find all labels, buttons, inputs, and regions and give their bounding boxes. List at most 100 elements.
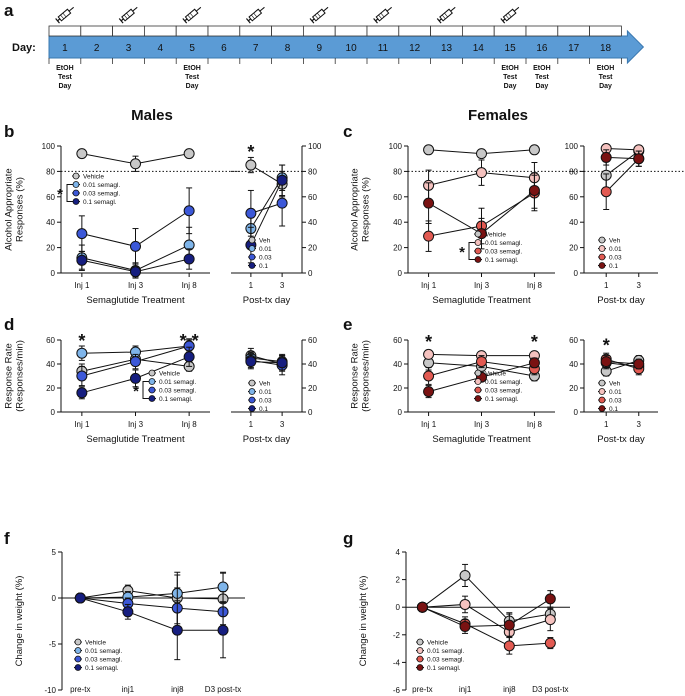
legend-marker <box>148 386 156 394</box>
x-tick-label: Inj 1 <box>74 420 90 429</box>
y-tick-label: 60 <box>46 193 55 202</box>
legend-marker <box>148 395 156 402</box>
legend: Vehicle 0.01 semagl.0.03 semagl. 0.1 semag… <box>459 230 522 264</box>
data-point <box>276 174 288 186</box>
legend-label: 0.03 semagl. <box>83 190 120 197</box>
syringe-needle <box>259 6 265 12</box>
syringe-icon <box>309 6 329 24</box>
y-tick-label: 20 <box>308 244 317 253</box>
panel-letter-e: e <box>343 315 352 334</box>
y-tick-label: 100 <box>565 142 579 151</box>
legend-label: 0.03 semagl. <box>485 248 522 255</box>
significance-bracket <box>66 184 72 202</box>
significance-star: * <box>133 383 139 400</box>
y-tick-label: 60 <box>393 336 402 345</box>
x-tick-label: Inj 8 <box>527 420 543 429</box>
chart-c2: 0 20 40 60 80 100 1 3 Post-tx day Veh 0.010.03 0.1 <box>565 142 685 306</box>
y-tick-label: -6 <box>393 686 401 695</box>
data-point <box>600 151 612 163</box>
y-tick-label: 40 <box>46 360 55 369</box>
syringe-mark <box>317 12 321 18</box>
legend-label: 0.1 <box>609 263 618 270</box>
legend-marker <box>474 256 482 263</box>
series-2 <box>76 338 195 387</box>
y-axis-label: Change in weight (%) <box>358 576 369 667</box>
data-point <box>183 253 195 265</box>
x-axis-label: Post-tx day <box>597 434 645 445</box>
legend-marker <box>598 405 606 412</box>
legend-marker <box>148 378 156 385</box>
y-tick-label: 5 <box>52 548 57 557</box>
x-axis-label: Post-tx day <box>243 295 291 306</box>
timeline-day-cell <box>143 25 177 37</box>
y-tick-label: 80 <box>308 167 317 176</box>
series-line <box>80 597 224 631</box>
timeline-day-cell <box>48 25 82 37</box>
x-tick-label: Inj 3 <box>474 420 490 429</box>
x-tick-label: 3 <box>280 281 285 290</box>
syringe-icon <box>500 6 520 24</box>
legend-marker <box>74 638 82 646</box>
y-tick-label: 60 <box>46 336 55 345</box>
legend-label: 0.01 semagl. <box>485 379 522 386</box>
timeline-day-10: 10 <box>346 43 358 54</box>
syringe-icon <box>436 6 456 24</box>
series-line <box>80 597 224 613</box>
etoh-test-day-label: Day <box>599 83 612 90</box>
legend-label: Veh <box>259 237 271 244</box>
legend-marker <box>248 405 256 412</box>
etoh-test-day-label: EtOH <box>183 65 201 72</box>
series-line <box>422 603 551 633</box>
legend-label: 0.1 semagl. <box>83 199 117 206</box>
y-tick-label: 0 <box>51 269 56 278</box>
legend-marker <box>474 230 482 238</box>
timeline-day-17: 17 <box>568 43 580 54</box>
y-tick-label: 60 <box>393 193 402 202</box>
series-1 <box>416 595 556 644</box>
timeline-day-cell <box>557 25 590 37</box>
y-tick-label: 0 <box>308 269 313 278</box>
y-tick-label: 0 <box>308 408 313 417</box>
chart-e: e 0 20 40 60 Inj 1 Inj 3 Inj 8 Semaglutide Treat… <box>343 315 555 445</box>
legend-label: Vehicle <box>159 370 180 377</box>
timeline-day-1: 1 <box>62 43 68 54</box>
data-point <box>217 624 229 636</box>
y-tick-label: 60 <box>308 336 317 345</box>
legend-marker <box>416 647 424 654</box>
legend-label: 0.1 <box>259 406 268 413</box>
y-tick-label: 0 <box>398 408 403 417</box>
etoh-test-day-label: Day <box>186 83 199 90</box>
etoh-test-day-label: Day <box>535 83 548 90</box>
legend-label: 0.01 <box>609 389 622 396</box>
series-1 <box>423 159 540 202</box>
data-point <box>416 601 428 613</box>
timeline-day-cell <box>207 25 241 37</box>
y-tick-label: 0 <box>52 594 57 603</box>
syringe-handle <box>55 18 60 24</box>
y-tick-label: 40 <box>569 218 578 227</box>
x-tick-label: 3 <box>280 420 285 429</box>
data-point <box>528 144 540 156</box>
series-line <box>250 177 283 229</box>
y-axis-label: Alcohol Appropriate <box>4 168 15 250</box>
x-tick-label: Inj 1 <box>421 281 437 290</box>
etoh-test-day-label: EtOH <box>56 65 74 72</box>
legend-label: 0.01 <box>259 246 272 253</box>
legend-label: Vehicle <box>485 370 506 377</box>
y-tick-label: -10 <box>44 686 56 695</box>
legend-label: 0.1 semagl. <box>159 396 193 403</box>
chart-g: g -6 -4 -2 0 2 4 pre-tx inj1 inj8 D3 post-tx Change… <box>343 529 570 695</box>
legend-label: 0.1 semagl. <box>485 257 519 264</box>
legend: Vehicle 0.01 semagl.0.03 semagl. 0.1 semag… <box>474 369 522 403</box>
legend-label: 0.03 <box>609 397 622 404</box>
syringe-mark <box>314 14 319 20</box>
series-0 <box>416 563 556 630</box>
series-3 <box>416 590 556 637</box>
chart-b: b 0 20 40 60 80 100 Inj 1 Inj 3 Inj 8 Semaglutide … <box>4 122 240 306</box>
legend-label: Vehicle <box>485 231 506 238</box>
syringe-needle <box>513 6 520 12</box>
etoh-test-day-label: EtOH <box>597 65 615 72</box>
y-tick-label: 40 <box>308 360 317 369</box>
timeline-day-4: 4 <box>158 43 164 54</box>
